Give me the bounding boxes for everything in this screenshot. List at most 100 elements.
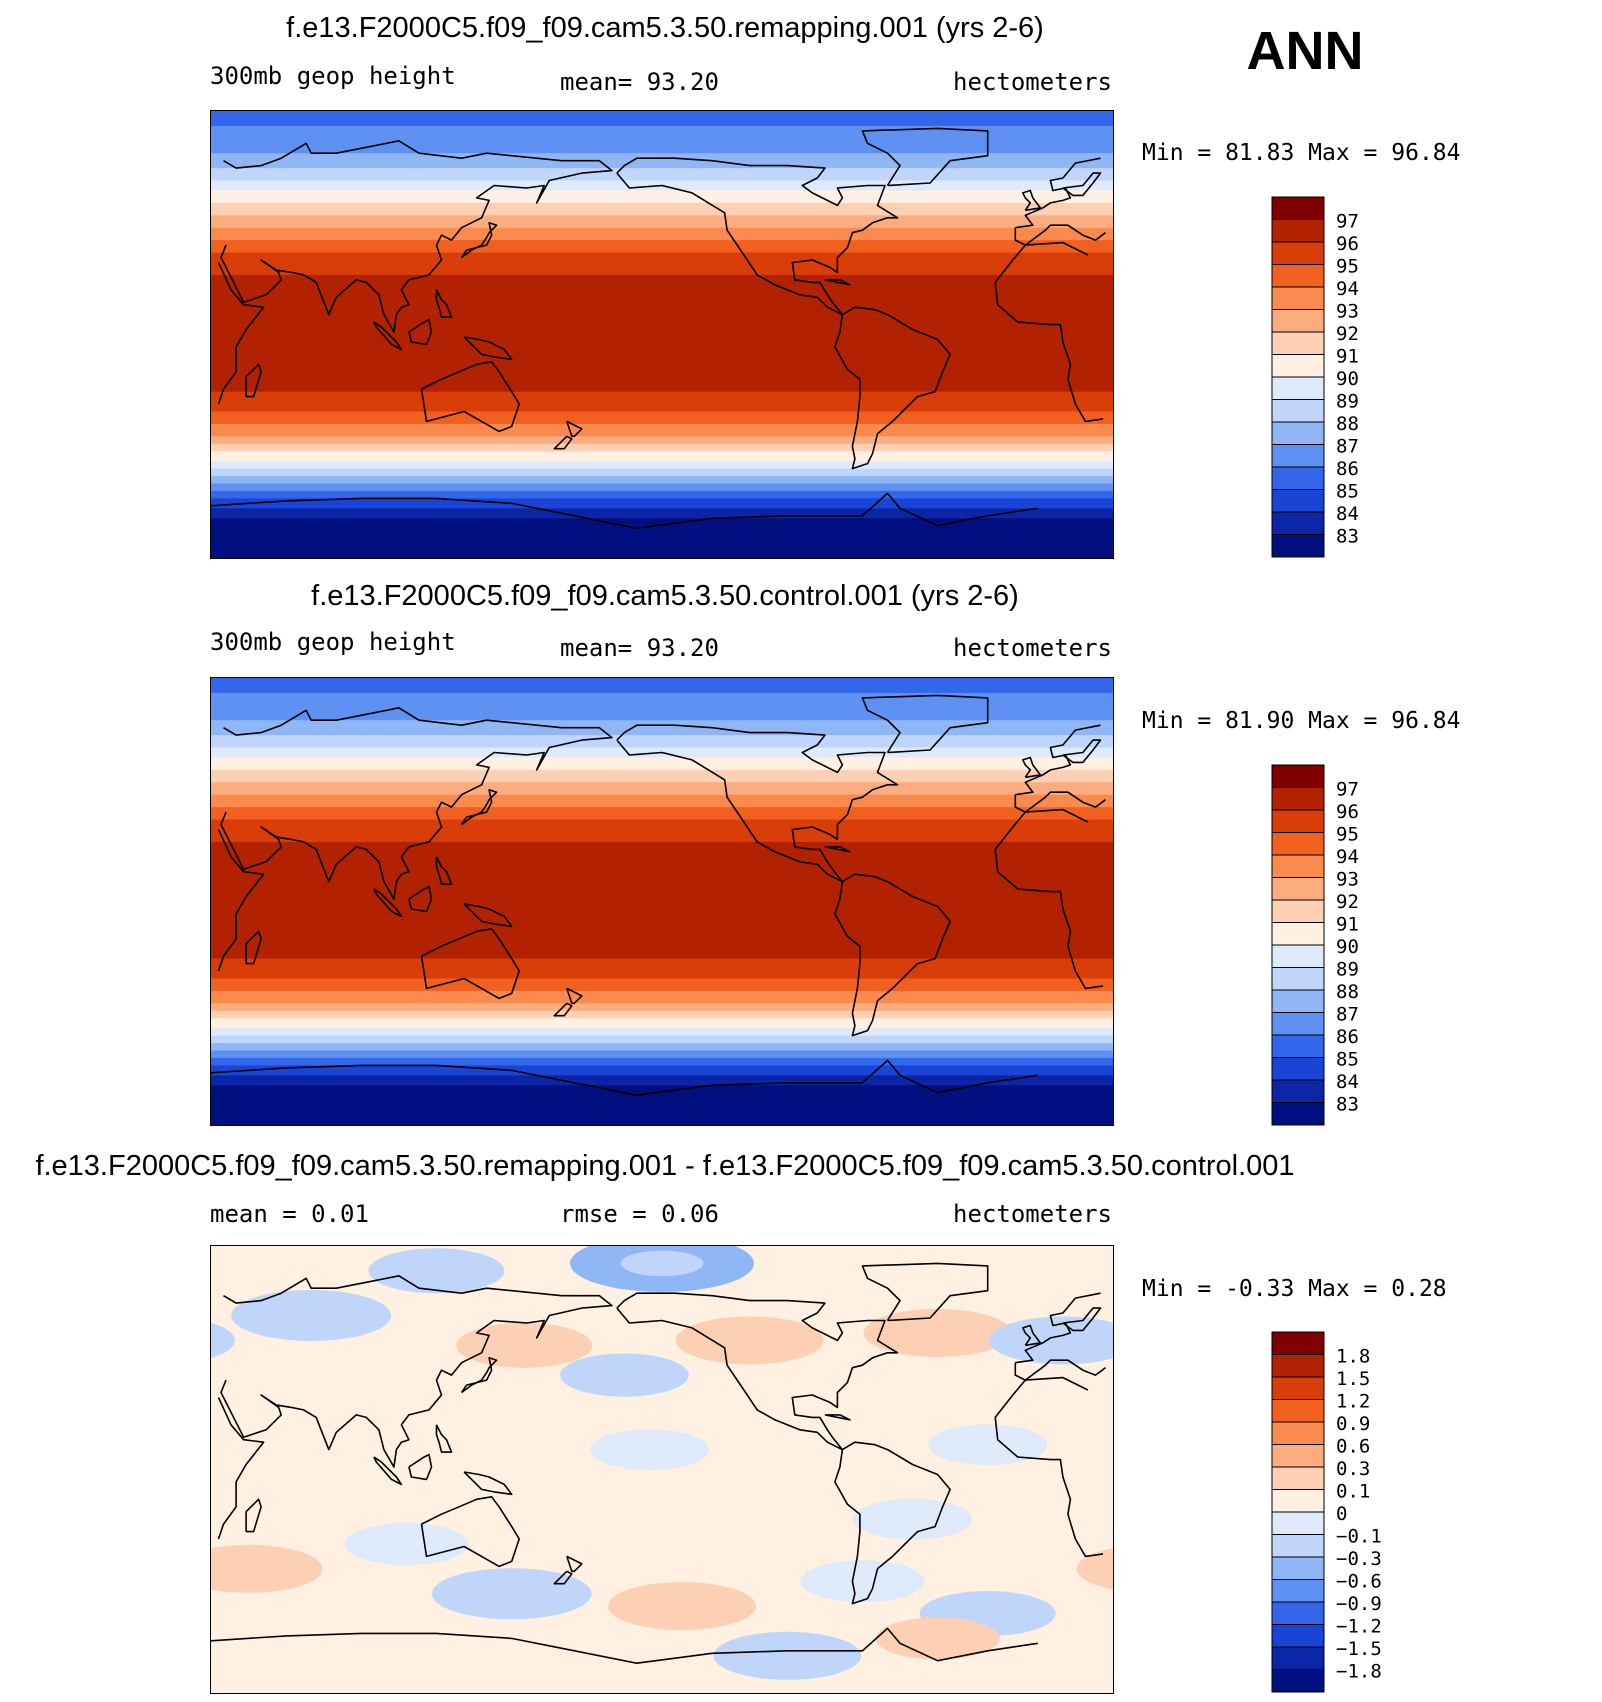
colorbar-tick-label: 88 <box>1336 413 1359 435</box>
colorbar-box <box>1271 787 1325 811</box>
field-band <box>211 747 1113 751</box>
field-band <box>211 1023 1113 1027</box>
coastline <box>566 1555 583 1573</box>
field-band <box>211 829 1113 833</box>
field-band <box>211 458 1113 462</box>
field-band <box>211 553 1113 557</box>
field-band <box>211 1050 1113 1054</box>
field-band <box>211 966 1113 970</box>
anomaly-patch <box>431 1568 592 1620</box>
field-band <box>211 928 1113 932</box>
colorbar-tick-label: 88 <box>1336 981 1359 1003</box>
field-band <box>211 839 1113 843</box>
field-band <box>211 344 1113 348</box>
field-band <box>211 237 1113 241</box>
field-band <box>211 324 1113 328</box>
colorbar-tick-label: 0.6 <box>1336 1436 1370 1458</box>
field-band <box>211 277 1113 281</box>
coastline <box>373 1456 403 1486</box>
field-band <box>211 192 1113 197</box>
field-band <box>211 366 1113 370</box>
variable-label: 300mb geop height <box>210 628 456 656</box>
coastline <box>420 928 520 1000</box>
field-band <box>211 339 1113 343</box>
field-band <box>211 207 1113 211</box>
field-band <box>211 535 1113 539</box>
field-band <box>211 163 1113 167</box>
field-band <box>211 235 1113 239</box>
colorbar-tick-label: 97 <box>1336 211 1359 233</box>
field-band <box>211 1052 1113 1057</box>
field-band <box>211 938 1113 942</box>
field-band <box>211 322 1113 326</box>
field-band <box>211 416 1113 420</box>
anomaly-patch <box>863 1308 1012 1357</box>
field-band <box>211 859 1113 863</box>
field-band <box>211 456 1113 460</box>
anomaly-patch <box>267 1462 380 1502</box>
field-band <box>211 451 1113 455</box>
field-band <box>211 200 1113 204</box>
colorbar-tick-label: 92 <box>1336 323 1359 345</box>
colorbar-box <box>1271 809 1325 833</box>
field-band <box>211 389 1113 393</box>
field-band <box>211 168 1113 172</box>
field-band <box>211 466 1113 470</box>
colorbar-box <box>1271 1079 1325 1103</box>
colorbar-box <box>1271 1034 1325 1058</box>
field-band <box>211 197 1113 201</box>
colorbar-tick-label: 95 <box>1336 824 1359 846</box>
anomaly-patch <box>608 1582 756 1631</box>
colorbar-tick-label: −0.9 <box>1336 1593 1382 1615</box>
anomaly-patch <box>560 1353 689 1397</box>
colorbar-box <box>1271 511 1325 535</box>
field-band <box>211 869 1113 873</box>
field-band <box>211 279 1113 283</box>
field-band <box>211 230 1113 234</box>
anomaly-patch <box>231 1290 392 1341</box>
coastline <box>408 318 433 346</box>
field-band <box>211 431 1113 435</box>
field-band <box>211 817 1113 821</box>
colorbar-tick-label: 87 <box>1336 436 1359 458</box>
coastline <box>824 846 851 853</box>
colorbar-box <box>1271 1466 1325 1490</box>
field-band <box>211 963 1113 967</box>
field-band <box>211 822 1113 826</box>
field-band <box>211 202 1113 206</box>
field-band <box>211 978 1113 982</box>
field-band <box>211 1015 1113 1019</box>
field-band <box>211 1105 1113 1109</box>
field-band <box>211 814 1113 818</box>
field-band <box>211 943 1113 947</box>
field-band <box>211 528 1113 532</box>
coastline <box>1062 1307 1102 1332</box>
field-band <box>211 1040 1113 1044</box>
colorbar-box <box>1271 1102 1325 1126</box>
field-band <box>211 260 1113 264</box>
field-band <box>211 844 1113 848</box>
minmax-label: Min = 81.90 Max = 96.84 <box>1142 708 1461 734</box>
field-band <box>211 1057 1113 1062</box>
coastline <box>460 1357 498 1394</box>
field-band <box>211 799 1113 803</box>
mean-label: mean= 93.20 <box>560 634 719 662</box>
colorbar-tick-label: −0.6 <box>1336 1571 1382 1593</box>
field-band <box>211 438 1113 442</box>
colorbar-tick-label: 90 <box>1336 936 1359 958</box>
field-band <box>211 463 1113 467</box>
field-band <box>211 884 1113 888</box>
field-band <box>211 247 1113 251</box>
field-band <box>211 1062 1113 1066</box>
coastline <box>463 336 513 361</box>
anomaly-patch <box>368 1248 505 1294</box>
coastline <box>834 873 951 1037</box>
field-band <box>211 307 1113 311</box>
field-band <box>211 138 1113 142</box>
field-band <box>211 359 1113 363</box>
field-band <box>211 921 1113 925</box>
field-band <box>211 341 1113 346</box>
colorbar-tick-label: 0 <box>1336 1503 1347 1525</box>
minmax-label: Min = -0.33 Max = 0.28 <box>1142 1276 1447 1302</box>
anomaly-patch <box>675 1316 824 1365</box>
